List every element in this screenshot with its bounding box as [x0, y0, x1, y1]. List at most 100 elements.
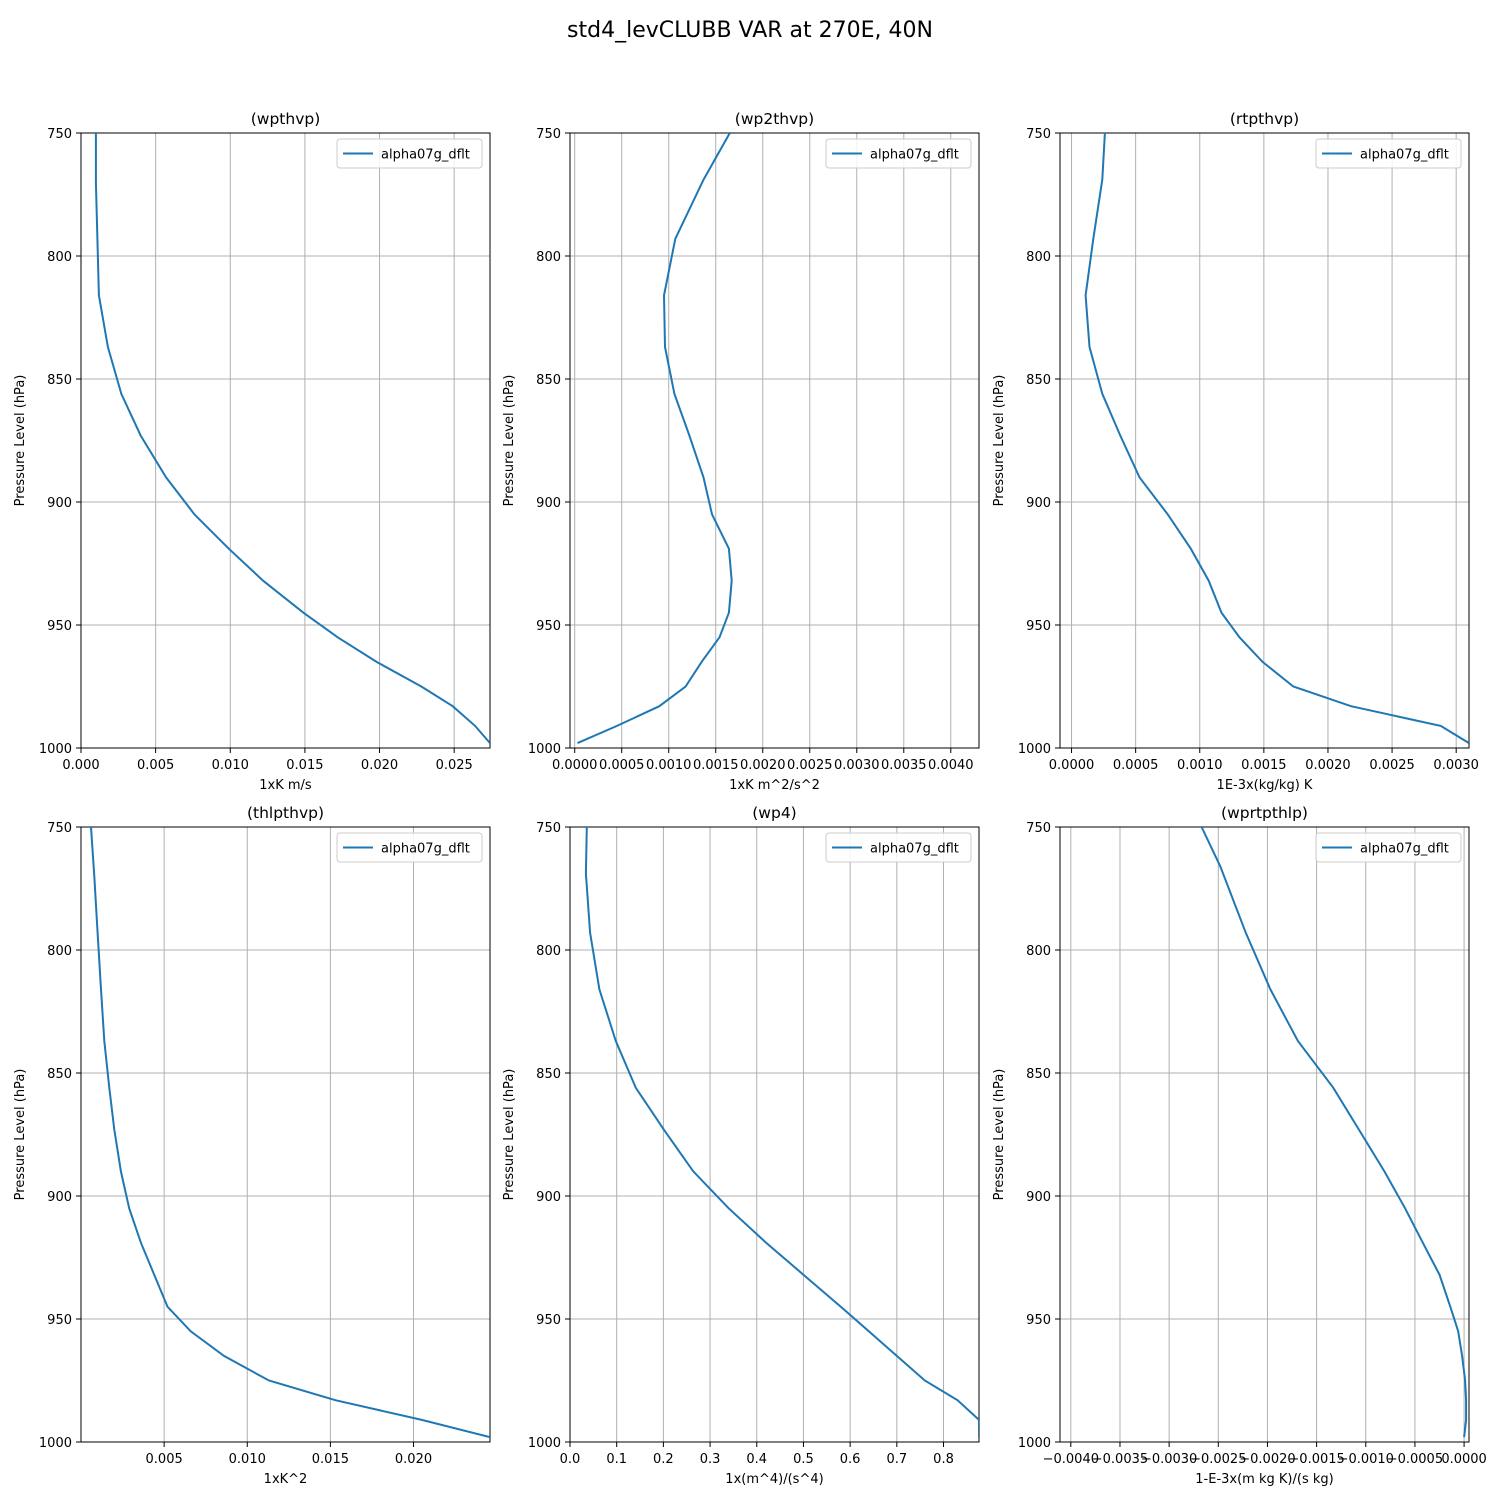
legend: alpha07g_dflt: [336, 138, 483, 169]
legend-label: alpha07g_dflt: [1360, 842, 1449, 857]
subplot-4: 0.005 0.010 0.015 0.020 750 800 850 900 950 1000 (…: [13, 804, 491, 1487]
y-tick-label: 850: [1026, 373, 1051, 388]
y-tick-label: 750: [47, 127, 72, 142]
y-axis-label: Pressure Level (hPa): [502, 375, 517, 507]
y-tick-label: 750: [1026, 127, 1051, 142]
x-tick-label: −0.0020: [1239, 1452, 1295, 1467]
subplot-title: (wp2thvp): [735, 110, 814, 128]
y-tick-label: 800: [1026, 944, 1051, 959]
plot-frame: [569, 132, 980, 749]
y-tick-label: 750: [536, 127, 561, 142]
subplot-2: 0.0000 0.0005 0.0010 0.0015 0.0020 0.0025 0.00…: [502, 110, 980, 793]
x-tick-label: 0.0030: [1433, 758, 1479, 773]
x-tick-label: 0.0000: [1049, 758, 1095, 773]
y-tick-label: 1000: [1018, 742, 1051, 757]
x-tick-label: 0.0015: [1241, 758, 1287, 773]
series-line-alpha07g_dflt: [94, 133, 490, 744]
x-tick-label: 0.0005: [599, 758, 645, 773]
subplot-title: (wpthvp): [251, 110, 321, 128]
legend-box: [336, 832, 483, 863]
legend-label: alpha07g_dflt: [870, 842, 959, 857]
legend-box: [1315, 832, 1462, 863]
plot-frame: [80, 826, 491, 1443]
y-tick-label: 800: [47, 944, 72, 959]
legend-box: [825, 138, 972, 169]
x-tick-label: −0.0025: [1190, 1452, 1246, 1467]
y-tick-label: 1000: [1018, 1436, 1051, 1451]
y-tick-label: 1000: [528, 1436, 561, 1451]
y-tick-label: 950: [47, 619, 72, 634]
legend-box: [336, 138, 483, 169]
x-tick-label: 0.0020: [1305, 758, 1351, 773]
x-tick-label: 0.0035: [881, 758, 927, 773]
y-tick-label: 800: [536, 250, 561, 265]
x-tick-label: 0.6: [840, 1452, 861, 1467]
x-tick-label: 0.015: [312, 1452, 349, 1467]
x-tick-label: 0.0005: [1113, 758, 1159, 773]
y-tick-label: 950: [1026, 619, 1051, 634]
series-line-alpha07g_dflt: [584, 827, 979, 1438]
y-tick-label: 800: [536, 944, 561, 959]
x-tick-label: 0.0020: [740, 758, 786, 773]
x-tick-label: −0.0030: [1141, 1452, 1197, 1467]
x-tick-label: 0.0010: [646, 758, 692, 773]
subplot-title: (wp4): [752, 804, 796, 822]
y-tick-label: 900: [1026, 496, 1051, 511]
y-tick-label: 850: [1026, 1067, 1051, 1082]
legend: alpha07g_dflt: [825, 832, 972, 863]
x-tick-label: 0.020: [361, 758, 398, 773]
x-tick-label: 0.020: [395, 1452, 432, 1467]
y-tick-label: 900: [1026, 1190, 1051, 1205]
legend: alpha07g_dflt: [1315, 138, 1462, 169]
x-axis-label: 1xK m/s: [259, 778, 312, 793]
y-tick-label: 900: [47, 496, 72, 511]
plot-frame: [1059, 826, 1470, 1443]
y-tick-label: 850: [536, 373, 561, 388]
x-tick-label: 0.0: [560, 1452, 581, 1467]
series-line-alpha07g_dflt: [1084, 133, 1469, 744]
x-axis-label: 1-E-3x(m kg K)/(s kg): [1195, 1472, 1333, 1487]
y-tick-label: 950: [536, 1313, 561, 1328]
legend-label: alpha07g_dflt: [1360, 148, 1449, 163]
x-axis-label: 1xK^2: [264, 1472, 308, 1487]
y-axis-label: Pressure Level (hPa): [992, 1069, 1007, 1201]
x-axis-label: 1E-3x(kg/kg) K: [1217, 778, 1313, 793]
y-tick-label: 900: [536, 1190, 561, 1205]
x-tick-label: 0.015: [286, 758, 323, 773]
x-tick-label: −0.0005: [1387, 1452, 1443, 1467]
series-line-alpha07g_dflt: [577, 133, 733, 745]
subplot-5: 0.0 0.1 0.2 0.3 0.4 0.5 0.6 0.7 0.8 750 800 850 900 9…: [502, 804, 980, 1487]
x-tick-label: 0.0000: [552, 758, 598, 773]
legend: alpha07g_dflt: [825, 138, 972, 169]
x-tick-label: 0.005: [146, 1452, 183, 1467]
x-tick-label: 0.8: [933, 1452, 954, 1467]
x-tick-label: 0.010: [212, 758, 249, 773]
legend-label: alpha07g_dflt: [381, 148, 470, 163]
x-tick-label: 0.3: [700, 1452, 721, 1467]
subplot-title: (thlpthvp): [247, 804, 324, 822]
y-tick-label: 950: [536, 619, 561, 634]
x-tick-label: 0.0025: [787, 758, 833, 773]
legend-box: [1315, 138, 1462, 169]
x-tick-label: 0.0030: [834, 758, 880, 773]
x-tick-label: −0.0010: [1338, 1452, 1394, 1467]
y-tick-label: 800: [1026, 250, 1051, 265]
x-axis-label: 1x(m^4)/(s^4): [725, 1472, 823, 1487]
series-line-alpha07g_dflt: [90, 827, 490, 1439]
y-tick-label: 850: [47, 373, 72, 388]
legend: alpha07g_dflt: [1315, 832, 1462, 863]
y-tick-label: 850: [536, 1067, 561, 1082]
subplot-3: 0.0000 0.0005 0.0010 0.0015 0.0020 0.0025 0.00…: [992, 110, 1479, 793]
legend-box: [825, 832, 972, 863]
x-tick-label: 0.0000: [1441, 1452, 1487, 1467]
x-tick-label: −0.0015: [1288, 1452, 1344, 1467]
subplot-title: (wprtpthlp): [1221, 804, 1308, 822]
x-tick-label: 0.0040: [928, 758, 974, 773]
x-tick-label: 0.4: [746, 1452, 767, 1467]
y-tick-label: 900: [536, 496, 561, 511]
subplot-1: 0.000 0.005 0.010 0.015 0.020 0.025 750 800 850 9…: [13, 110, 491, 793]
plot-frame: [569, 826, 980, 1443]
y-tick-label: 750: [536, 821, 561, 836]
y-axis-label: Pressure Level (hPa): [13, 1069, 28, 1201]
